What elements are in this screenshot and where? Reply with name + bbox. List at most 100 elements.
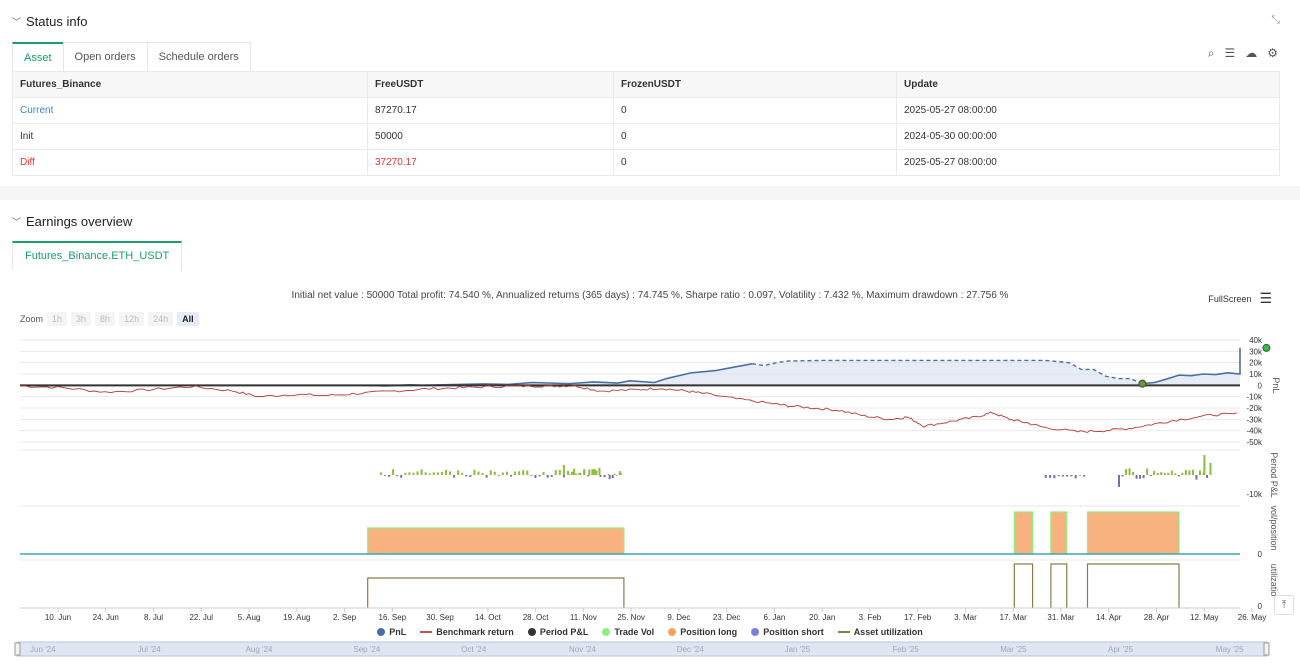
navigator-tick-label: Jul '24 — [138, 645, 161, 654]
x-tick-label: 17. Mar — [1000, 613, 1027, 622]
navigator-tick-label: Oct '24 — [461, 645, 487, 654]
chevron-down-icon[interactable]: ﹀ — [12, 17, 22, 27]
period-bar — [485, 475, 488, 478]
pnl-tick-label: -30k — [1246, 415, 1263, 424]
period-bar — [457, 470, 460, 475]
pnl-area — [20, 347, 1240, 386]
legend-item[interactable]: PnL — [377, 627, 406, 637]
period-bar — [1066, 475, 1069, 477]
zoom-3h[interactable]: 3h — [71, 312, 92, 326]
free-usdt: 87270.17 — [367, 97, 614, 124]
period-bar — [1191, 469, 1194, 475]
status-panel: ﹀ Status info ⤡ Asset Open orders Schedu… — [0, 0, 1300, 186]
period-bar — [588, 469, 591, 475]
update-time: 2025-05-27 08:00:00 — [896, 97, 1280, 124]
hamburger-menu-icon[interactable]: ☰ — [1259, 290, 1272, 306]
legend-item[interactable]: Period P&L — [527, 627, 588, 637]
list-icon[interactable]: ☰ — [1224, 46, 1236, 60]
period-axis-label: Period P&L — [1269, 452, 1279, 498]
zoom-all[interactable]: All — [177, 312, 199, 326]
x-tick-label: 3. Feb — [859, 613, 882, 622]
period-bar — [1049, 475, 1052, 478]
period-bar — [1174, 473, 1177, 475]
period-bar — [1156, 472, 1159, 475]
legend-marker-icon — [751, 628, 760, 636]
legend-item[interactable]: Asset utilization — [837, 627, 923, 637]
earnings-title[interactable]: ﹀ Earnings overview — [12, 214, 132, 229]
column-header[interactable]: Futures_Binance — [12, 71, 368, 98]
utilization-line — [1013, 563, 1034, 608]
chart-legend: PnL Benchmark return Period P&L Trade Vol Po… — [0, 627, 1300, 637]
navigator-tick-label: Nov '24 — [569, 645, 596, 654]
period-bar — [1061, 475, 1064, 477]
column-header[interactable]: FrozenUSDT — [613, 71, 897, 98]
table-row: Diff 37270.17 0 2025-05-27 08:00:00 — [12, 149, 1280, 176]
column-header[interactable]: Update — [896, 71, 1280, 98]
legend-item[interactable]: Benchmark return — [420, 627, 514, 637]
period-bar — [554, 470, 557, 475]
period-bar — [1177, 475, 1180, 477]
period-bar — [567, 473, 570, 475]
column-header[interactable]: FreeUSDT — [367, 71, 614, 98]
tab-futures-binance-eth-usdt[interactable]: Futures_Binance.ETH_USDT — [12, 241, 183, 270]
pnl-tick-label: 40k — [1249, 336, 1263, 345]
zoom-12h[interactable]: 12h — [119, 312, 145, 326]
period-bar — [497, 475, 500, 476]
period-bar — [444, 469, 447, 475]
tab-asset[interactable]: Asset — [12, 42, 64, 71]
benchmark-line — [19, 384, 1237, 433]
period-bar — [1209, 463, 1212, 475]
period-bar — [530, 475, 533, 476]
period-bar — [440, 471, 443, 475]
period-bar — [619, 473, 622, 475]
expand-icon[interactable]: ⤡ — [1271, 14, 1280, 26]
navigator-tick-label: Jan '25 — [785, 645, 811, 654]
period-bar — [461, 472, 464, 475]
legend-marker-icon — [668, 628, 677, 636]
x-tick-label: 22. Jul — [189, 613, 213, 622]
period-bar — [1167, 472, 1170, 475]
search-icon[interactable]: ⌕ — [1207, 46, 1215, 60]
pnl-line — [1142, 347, 1241, 385]
period-bar — [598, 467, 601, 475]
tab-open-orders[interactable]: Open orders — [62, 42, 148, 71]
period-bar — [1188, 470, 1191, 475]
period-bar — [611, 475, 614, 479]
fullscreen-control[interactable]: FullScreen ☰ — [1208, 290, 1272, 307]
period-bar — [534, 475, 537, 478]
chevron-down-icon[interactable]: ﹀ — [12, 217, 22, 227]
legend-item[interactable]: Trade Vol — [602, 627, 654, 637]
free-usdt: 50000 — [367, 123, 614, 150]
pnl-tick-label: -20k — [1246, 404, 1263, 413]
pnl-tick-label: 10k — [1249, 370, 1263, 379]
zoom-8h[interactable]: 8h — [95, 312, 116, 326]
period-bar — [526, 470, 529, 475]
period-bar — [392, 469, 395, 475]
gear-icon[interactable]: ⚙ — [1267, 46, 1278, 60]
legend-item[interactable]: Position short — [751, 627, 824, 637]
utilization-line — [367, 577, 625, 608]
utilization-line — [1086, 563, 1180, 608]
x-tick-label: 3. Mar — [954, 613, 977, 622]
cloud-download-icon[interactable]: ☁ — [1245, 46, 1258, 60]
update-time: 2025-05-27 08:00:00 — [896, 149, 1280, 176]
fullscreen-button[interactable]: FullScreen — [1208, 293, 1252, 304]
period-bar — [566, 470, 569, 475]
legend-item[interactable]: Position long — [668, 627, 737, 637]
x-tick-label: 26. May — [1238, 613, 1266, 622]
zoom-24h[interactable]: 24h — [148, 312, 174, 326]
period-bar — [514, 471, 517, 475]
period-bar — [538, 475, 541, 477]
row-label-current[interactable]: Current — [12, 97, 368, 124]
zoom-1h[interactable]: 1h — [47, 312, 68, 326]
navigator-tick-label: Aug '24 — [246, 645, 273, 654]
earnings-panel: ﹀ Earnings overview Futures_Binance.ETH_… — [0, 200, 1300, 665]
scroll-to-top-icon[interactable]: ⤒ — [1274, 595, 1294, 615]
table-header-row: Futures_Binance FreeUSDT FrozenUSDT Upda… — [12, 71, 1280, 98]
tab-schedule-orders[interactable]: Schedule orders — [146, 42, 251, 71]
period-bar — [404, 472, 407, 475]
pnl-line-dashed — [751, 359, 1143, 385]
position-long-block — [367, 527, 625, 555]
position-long-block — [1050, 511, 1068, 555]
status-title[interactable]: ﹀ Status info — [12, 14, 87, 29]
